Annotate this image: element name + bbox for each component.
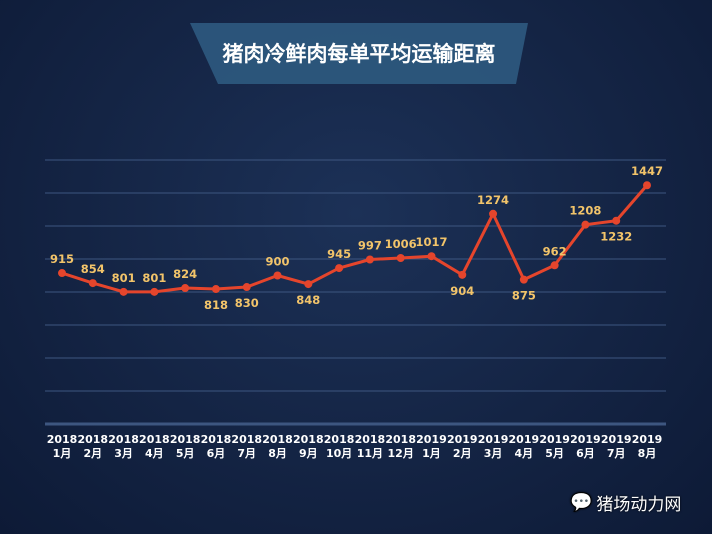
data-point bbox=[519, 275, 528, 284]
x-tick-label: 2018 2月 bbox=[77, 433, 108, 460]
x-tick-label: 2019 1月 bbox=[416, 433, 447, 460]
x-tick-label: 2018 4月 bbox=[139, 433, 170, 460]
x-tick-label: 2018 10月 bbox=[324, 433, 355, 460]
data-label: 945 bbox=[327, 247, 351, 261]
data-point bbox=[550, 261, 559, 270]
data-label: 801 bbox=[112, 271, 136, 285]
data-point bbox=[181, 284, 190, 293]
data-label: 1017 bbox=[415, 235, 447, 249]
data-label: 801 bbox=[142, 271, 166, 285]
data-point bbox=[612, 216, 621, 225]
data-label: 875 bbox=[512, 289, 536, 303]
data-label: 1447 bbox=[631, 164, 663, 178]
data-point bbox=[489, 209, 498, 218]
data-label: 818 bbox=[204, 298, 228, 312]
watermark-text: 猪场动力网 bbox=[596, 495, 682, 515]
data-point bbox=[643, 181, 651, 190]
data-label: 962 bbox=[543, 244, 567, 258]
data-label: 904 bbox=[450, 284, 474, 298]
x-tick-label: 2018 5月 bbox=[170, 433, 201, 460]
data-point bbox=[150, 287, 159, 296]
x-tick-label: 2018 11月 bbox=[355, 433, 386, 460]
x-tick-label: 2018 9月 bbox=[293, 433, 324, 460]
x-tick-label: 2019 4月 bbox=[509, 433, 540, 460]
data-label: 854 bbox=[81, 262, 105, 276]
x-tick-label: 2019 8月 bbox=[632, 433, 663, 460]
x-tick-label: 2018 6月 bbox=[201, 433, 232, 460]
data-point bbox=[58, 269, 66, 278]
data-label: 900 bbox=[266, 255, 290, 269]
data-point bbox=[242, 283, 251, 292]
data-label: 1232 bbox=[600, 230, 632, 244]
data-point bbox=[88, 279, 97, 288]
x-tick-label: 2019 3月 bbox=[478, 433, 509, 460]
data-point bbox=[427, 252, 436, 261]
chart-title: 猪肉冷鲜肉每单平均运输距离 bbox=[222, 42, 496, 66]
data-label: 1208 bbox=[569, 204, 601, 218]
wechat-icon: 💬 bbox=[570, 492, 593, 513]
data-point bbox=[396, 254, 405, 263]
series-line bbox=[61, 184, 649, 294]
data-label: 824 bbox=[173, 267, 197, 281]
data-label: 848 bbox=[296, 293, 320, 307]
x-tick-label: 2018 12月 bbox=[385, 433, 416, 460]
data-label: 1006 bbox=[385, 237, 417, 251]
data-point bbox=[335, 264, 344, 273]
x-tick-label: 2019 7月 bbox=[601, 433, 632, 460]
data-point bbox=[273, 271, 282, 280]
x-tick-label: 2019 5月 bbox=[539, 433, 570, 460]
data-label: 830 bbox=[235, 296, 259, 310]
data-label: 1274 bbox=[477, 193, 509, 207]
data-label: 915 bbox=[50, 252, 74, 266]
x-tick-label: 2018 1月 bbox=[47, 433, 78, 460]
data-point bbox=[581, 220, 590, 229]
data-point bbox=[304, 280, 313, 289]
x-tick-label: 2018 7月 bbox=[231, 433, 262, 460]
watermark: 💬 猪场动力网 bbox=[570, 490, 681, 515]
data-point bbox=[119, 287, 128, 296]
data-point bbox=[458, 270, 467, 279]
data-point bbox=[365, 255, 374, 264]
x-tick-label: 2019 2月 bbox=[447, 433, 478, 460]
data-point bbox=[211, 285, 220, 294]
x-tick-label: 2018 3月 bbox=[108, 433, 139, 460]
data-label: 997 bbox=[358, 238, 382, 252]
title-banner bbox=[190, 23, 528, 84]
x-tick-label: 2018 8月 bbox=[262, 433, 293, 460]
x-tick-label: 2019 6月 bbox=[570, 433, 601, 460]
